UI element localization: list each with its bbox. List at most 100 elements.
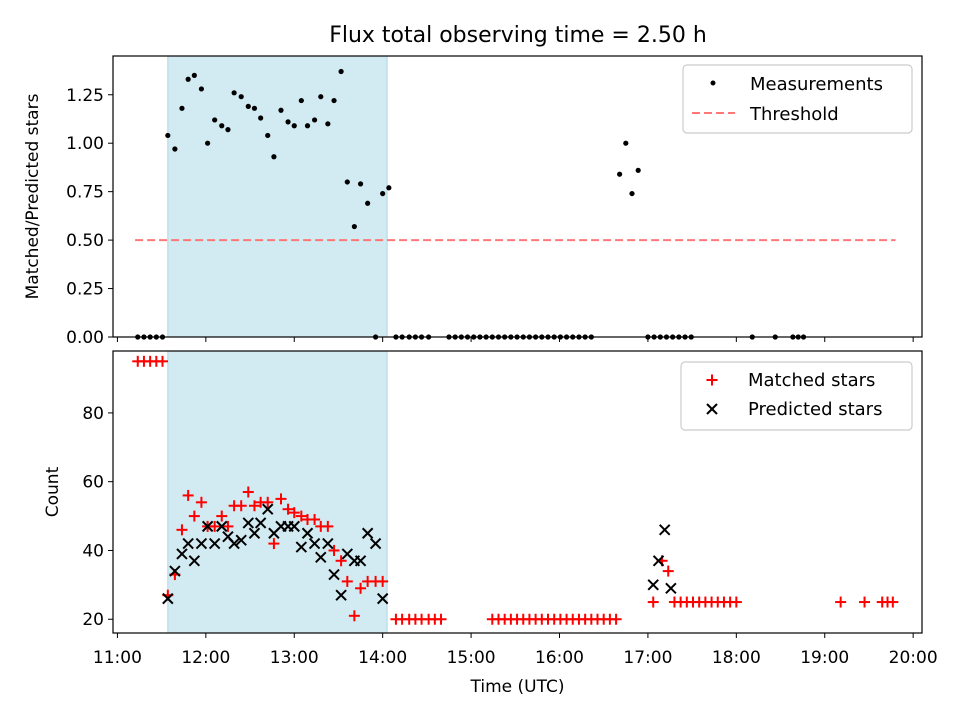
x-tick-label: 20:00 bbox=[889, 648, 938, 668]
legend-predicted-marker bbox=[706, 403, 718, 415]
ratio-legend-box bbox=[682, 64, 913, 134]
matched-star-point bbox=[209, 520, 221, 532]
time-x-axis: 11:00 12:00 13:00 14:00 15:00 16:00 17:00 18:00… bbox=[93, 633, 938, 668]
measurement-point bbox=[291, 123, 297, 129]
ratio-legend: Measurements Threshold bbox=[682, 64, 913, 134]
legend-plus-glyph bbox=[706, 374, 718, 386]
y-tick-label: 1.25 bbox=[66, 86, 104, 106]
measurement-point bbox=[311, 117, 318, 123]
predicted-star-point bbox=[354, 555, 367, 567]
measurement-point bbox=[298, 97, 304, 104]
matched-star-point bbox=[328, 544, 340, 556]
y-tick-label: 0.00 bbox=[66, 328, 104, 348]
measurement-point bbox=[258, 115, 264, 121]
predicted-star-point bbox=[335, 589, 347, 601]
measurement-point bbox=[212, 117, 218, 123]
x-tick-label: 16:00 bbox=[535, 648, 584, 668]
measurement-point bbox=[191, 72, 197, 78]
x-tick-label: 11:00 bbox=[93, 648, 142, 668]
predicted-star-point bbox=[216, 520, 228, 533]
matched-star-point bbox=[268, 538, 280, 550]
measurement-point bbox=[304, 123, 311, 129]
predicted-star-point bbox=[242, 517, 254, 529]
predicted-star-point bbox=[308, 537, 321, 550]
predicted-star-point bbox=[301, 527, 314, 539]
matched-star-point bbox=[195, 496, 207, 508]
measurement-point bbox=[623, 140, 629, 146]
predicted-star-point bbox=[176, 548, 188, 560]
count-y-label: Count bbox=[43, 466, 63, 517]
matched-star-point bbox=[348, 610, 360, 622]
measurement-point bbox=[219, 123, 225, 129]
x-tick-label: 19:00 bbox=[800, 648, 849, 668]
ratio-y-label: Matched/Predicted stars bbox=[23, 93, 43, 299]
count-y-axis: 20 40 60 80 bbox=[82, 404, 113, 630]
matched-star-point bbox=[242, 486, 254, 498]
predicted-star-point bbox=[208, 537, 221, 550]
matched-star-point bbox=[662, 565, 674, 577]
matched-star-point bbox=[435, 613, 447, 625]
predicted-star-point bbox=[322, 537, 334, 550]
matched-star-point bbox=[295, 510, 307, 522]
y-tick-label: 60 bbox=[82, 473, 104, 493]
matched-star-point bbox=[859, 596, 871, 608]
predicted-star-point bbox=[235, 534, 247, 546]
legend-predicted-label: Predicted stars bbox=[748, 399, 882, 420]
matched-star-point bbox=[157, 355, 169, 367]
matched-star-point bbox=[222, 520, 234, 532]
predicted-star-point bbox=[248, 527, 261, 539]
matched-star-point bbox=[355, 582, 367, 594]
legend-measurements-marker bbox=[710, 80, 716, 86]
matched-star-point bbox=[730, 596, 742, 608]
predicted-star-point bbox=[295, 541, 308, 553]
matched-star-point bbox=[887, 596, 899, 608]
x-tick-label: 15:00 bbox=[447, 648, 496, 668]
x-tick-label: 12:00 bbox=[181, 648, 230, 668]
y-tick-label: 0.75 bbox=[66, 183, 104, 203]
predicted-star-point bbox=[182, 537, 194, 550]
count-panel-frame bbox=[112, 350, 923, 634]
x-tick-label: 17:00 bbox=[623, 648, 672, 668]
y-tick-label: 0.50 bbox=[66, 231, 104, 251]
matched-star-point bbox=[341, 575, 353, 587]
measurement-point bbox=[185, 76, 191, 82]
observing-window-shade-top bbox=[167, 55, 388, 338]
measurement-point bbox=[278, 107, 284, 113]
legend-x-glyph bbox=[706, 403, 718, 415]
predicted-star-point bbox=[188, 555, 201, 567]
legend-matched-label: Matched stars bbox=[748, 370, 875, 391]
x-tick-label: 18:00 bbox=[712, 648, 761, 668]
predicted-star-point bbox=[162, 592, 174, 605]
matched-star-point bbox=[322, 520, 334, 532]
measurement-point bbox=[617, 171, 623, 177]
matched-star-point bbox=[335, 555, 347, 567]
predicted-star-point bbox=[254, 517, 267, 529]
ratio-panel-frame bbox=[112, 55, 923, 338]
matched-star-point bbox=[282, 503, 294, 515]
ratio-y-axis: 0.00 0.25 0.50 0.75 1.00 1.25 bbox=[66, 86, 113, 348]
measurement-point bbox=[629, 190, 635, 197]
legend-matched-marker bbox=[706, 374, 718, 386]
measurement-point bbox=[251, 105, 258, 111]
matched-star-point bbox=[176, 524, 188, 536]
measurement-point bbox=[271, 154, 277, 160]
predicted-star-point bbox=[288, 520, 300, 533]
matched-star-point bbox=[188, 510, 200, 522]
measurement-point bbox=[285, 119, 291, 125]
predicted-star-point bbox=[665, 582, 677, 594]
predicted-star-point bbox=[315, 551, 327, 564]
y-tick-label: 1.00 bbox=[66, 134, 104, 154]
predicted-star-point bbox=[262, 503, 274, 515]
predicted-star-point bbox=[169, 565, 181, 577]
measurement-point bbox=[179, 105, 185, 111]
measurement-point bbox=[225, 127, 231, 133]
measurement-point bbox=[344, 179, 350, 185]
y-tick-label: 20 bbox=[82, 610, 104, 630]
legend-measurements-label: Measurements bbox=[750, 74, 883, 95]
predicted-star-point bbox=[328, 568, 340, 581]
measurement-point bbox=[338, 68, 344, 75]
predicted-star-point bbox=[195, 537, 208, 550]
measurement-point bbox=[325, 121, 331, 127]
predicted-star-point bbox=[228, 537, 240, 550]
